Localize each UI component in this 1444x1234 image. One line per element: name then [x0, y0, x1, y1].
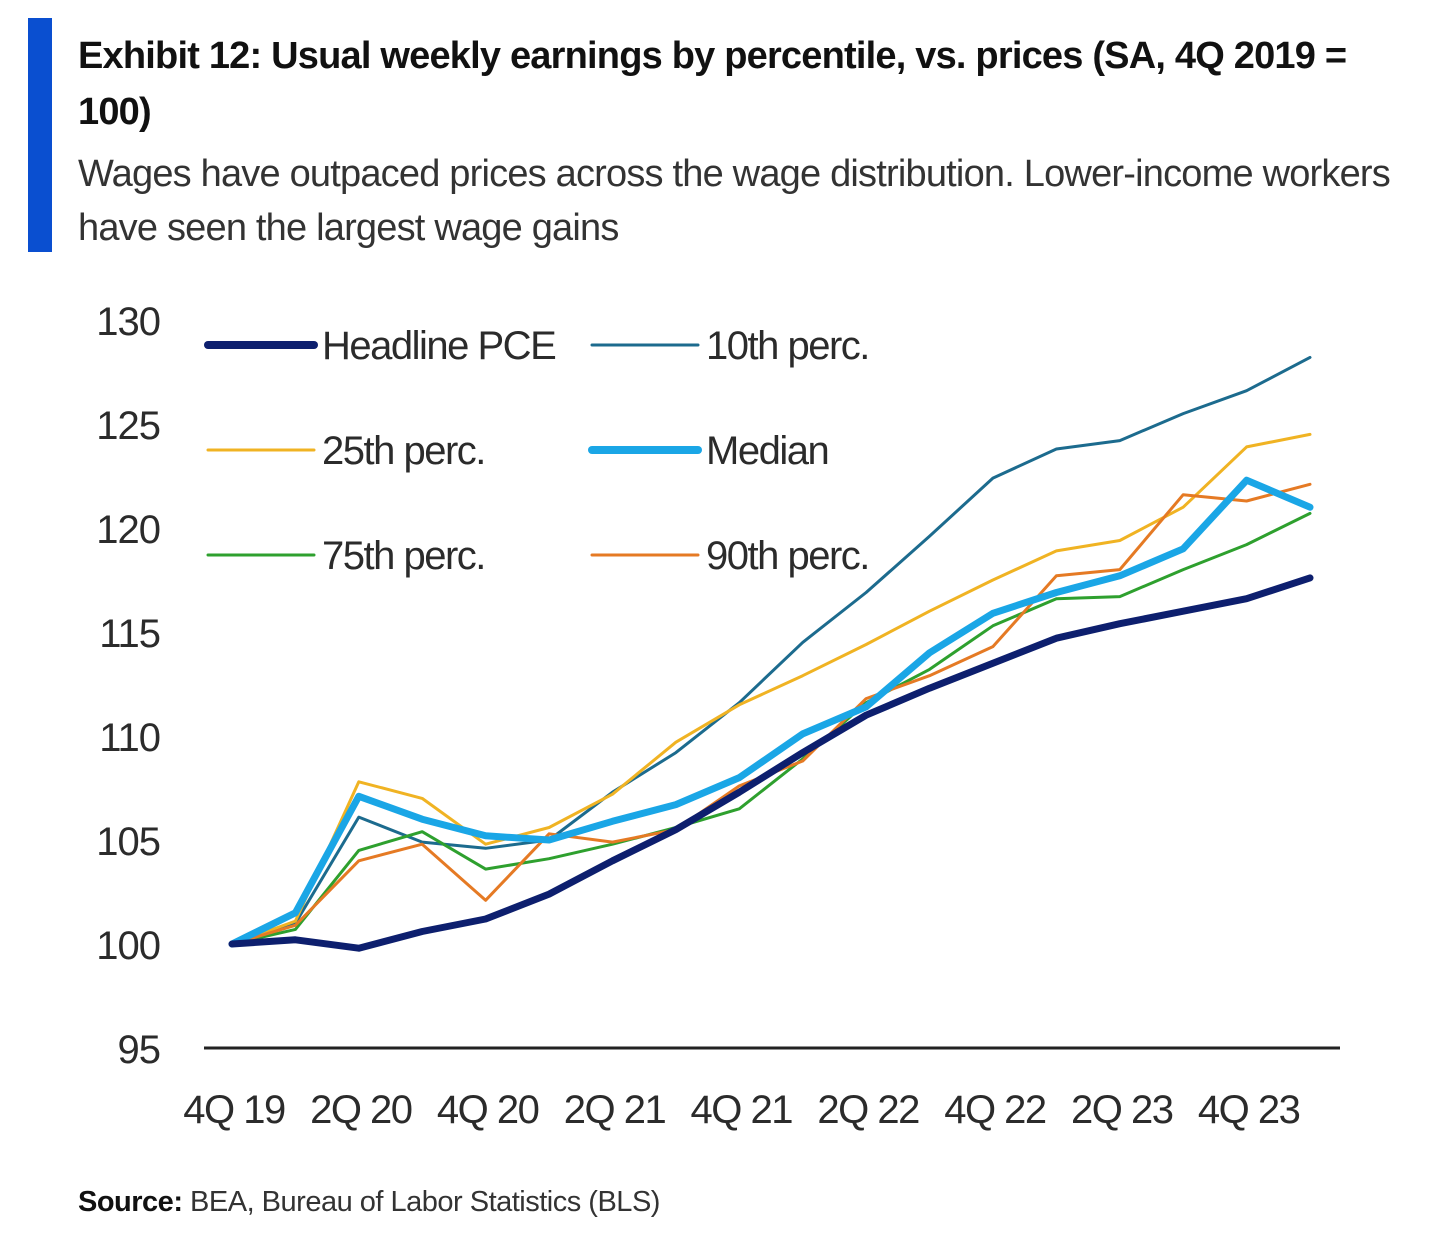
- chart-title: Exhibit 12: Usual weekly earnings by per…: [78, 35, 1347, 133]
- accent-bar: [28, 18, 52, 252]
- x-tick-label: 4Q 23: [1198, 1088, 1300, 1132]
- source-label: Source:: [78, 1186, 183, 1218]
- series-line-median: [228, 476, 1314, 948]
- x-tick-label: 2Q 22: [817, 1088, 919, 1132]
- x-tick-label: 4Q 21: [691, 1088, 793, 1132]
- legend-label-10th-perc: 10th perc.: [706, 324, 869, 368]
- y-tick-label: 105: [96, 820, 160, 864]
- y-tick-label: 110: [99, 716, 160, 760]
- x-tick-label: 4Q 22: [944, 1088, 1046, 1132]
- y-tick-label: 95: [118, 1028, 161, 1072]
- y-tick-label: 115: [99, 612, 160, 656]
- x-tick-label: 2Q 21: [564, 1088, 666, 1132]
- legend-label-75th-perc: 75th perc.: [322, 534, 485, 578]
- legend-label-median: Median: [706, 429, 828, 473]
- series-line-10th-perc: [230, 355, 1312, 946]
- x-tick-label: 4Q 20: [437, 1088, 539, 1132]
- y-tick-label: 100: [96, 924, 160, 968]
- legend-label-25th-perc: 25th perc.: [322, 429, 485, 473]
- x-tick-label: 2Q 20: [310, 1088, 412, 1132]
- series-line-75th-perc: [230, 511, 1312, 946]
- source-note: Source: BEA, Bureau of Labor Statistics …: [78, 1186, 660, 1219]
- x-tick-label: 4Q 19: [183, 1088, 285, 1132]
- legend-label-90th-perc: 90th perc.: [706, 534, 869, 578]
- series-line-25th-perc: [230, 432, 1312, 946]
- x-tick-label: 2Q 23: [1071, 1088, 1173, 1132]
- chart-subtitle: Wages have outpaced prices across the wa…: [78, 153, 1391, 249]
- y-tick-label: 125: [96, 404, 160, 448]
- y-tick-label: 130: [96, 300, 160, 344]
- line-chart: 95 100 105 110 115 120 125 130 4Q 19 2Q 20 4Q 20 2Q…: [96, 300, 1340, 1132]
- y-tick-label: 120: [96, 508, 160, 552]
- legend-label-headline-pce: Headline PCE: [322, 324, 555, 368]
- source-text: BEA, Bureau of Labor Statistics (BLS): [182, 1186, 660, 1218]
- series-line-headline-pce: [228, 574, 1314, 952]
